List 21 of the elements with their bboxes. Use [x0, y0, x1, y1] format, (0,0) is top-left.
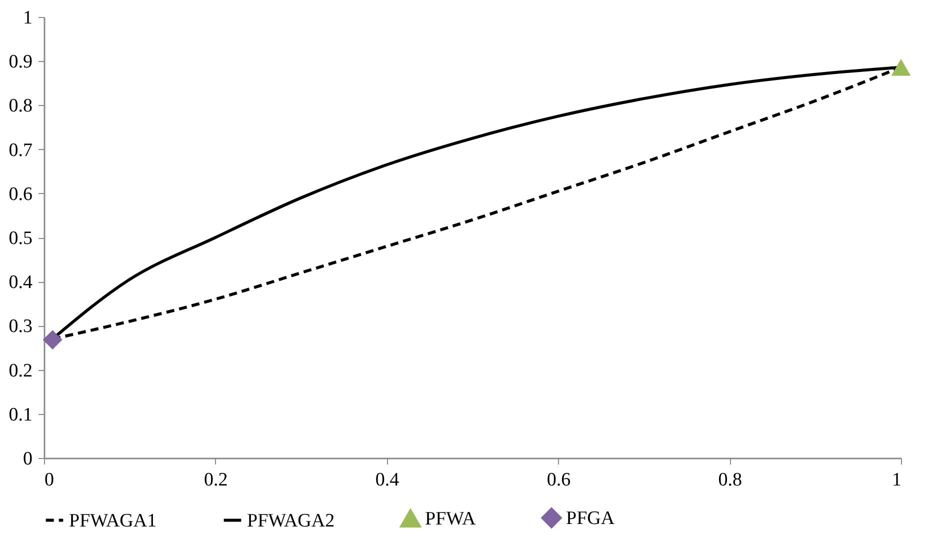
y-tick-label: 0.3 [8, 316, 32, 338]
y-tick-label: 0.2 [8, 360, 32, 382]
y-tick-label: 1 [23, 8, 32, 28]
legend-label: PFWAGA1 [69, 510, 157, 532]
x-tick-label: 0.8 [718, 470, 742, 490]
legend-label: PFWA [425, 508, 476, 530]
x-tick-label: 0 [44, 470, 54, 490]
x-tick-label: 1 [892, 470, 902, 490]
legend-label: PFGA [566, 508, 615, 529]
x-tick-label: 0.2 [204, 470, 228, 490]
y-tick-label: 0.7 [8, 140, 32, 161]
x-tick-label: 0.4 [375, 470, 400, 490]
y-tick-label: 0.1 [8, 404, 32, 426]
y-tick-label: 0.4 [8, 272, 33, 294]
y-tick-label: 0.9 [8, 52, 32, 73]
y-tick-label: 0.5 [8, 228, 32, 249]
y-tick-label: 0.8 [8, 96, 32, 117]
y-tick-label: 0.6 [8, 184, 32, 205]
y-tick-label: 0 [23, 448, 32, 470]
legend-label: PFWAGA2 [247, 510, 335, 532]
x-tick-label: 0.6 [546, 470, 571, 490]
